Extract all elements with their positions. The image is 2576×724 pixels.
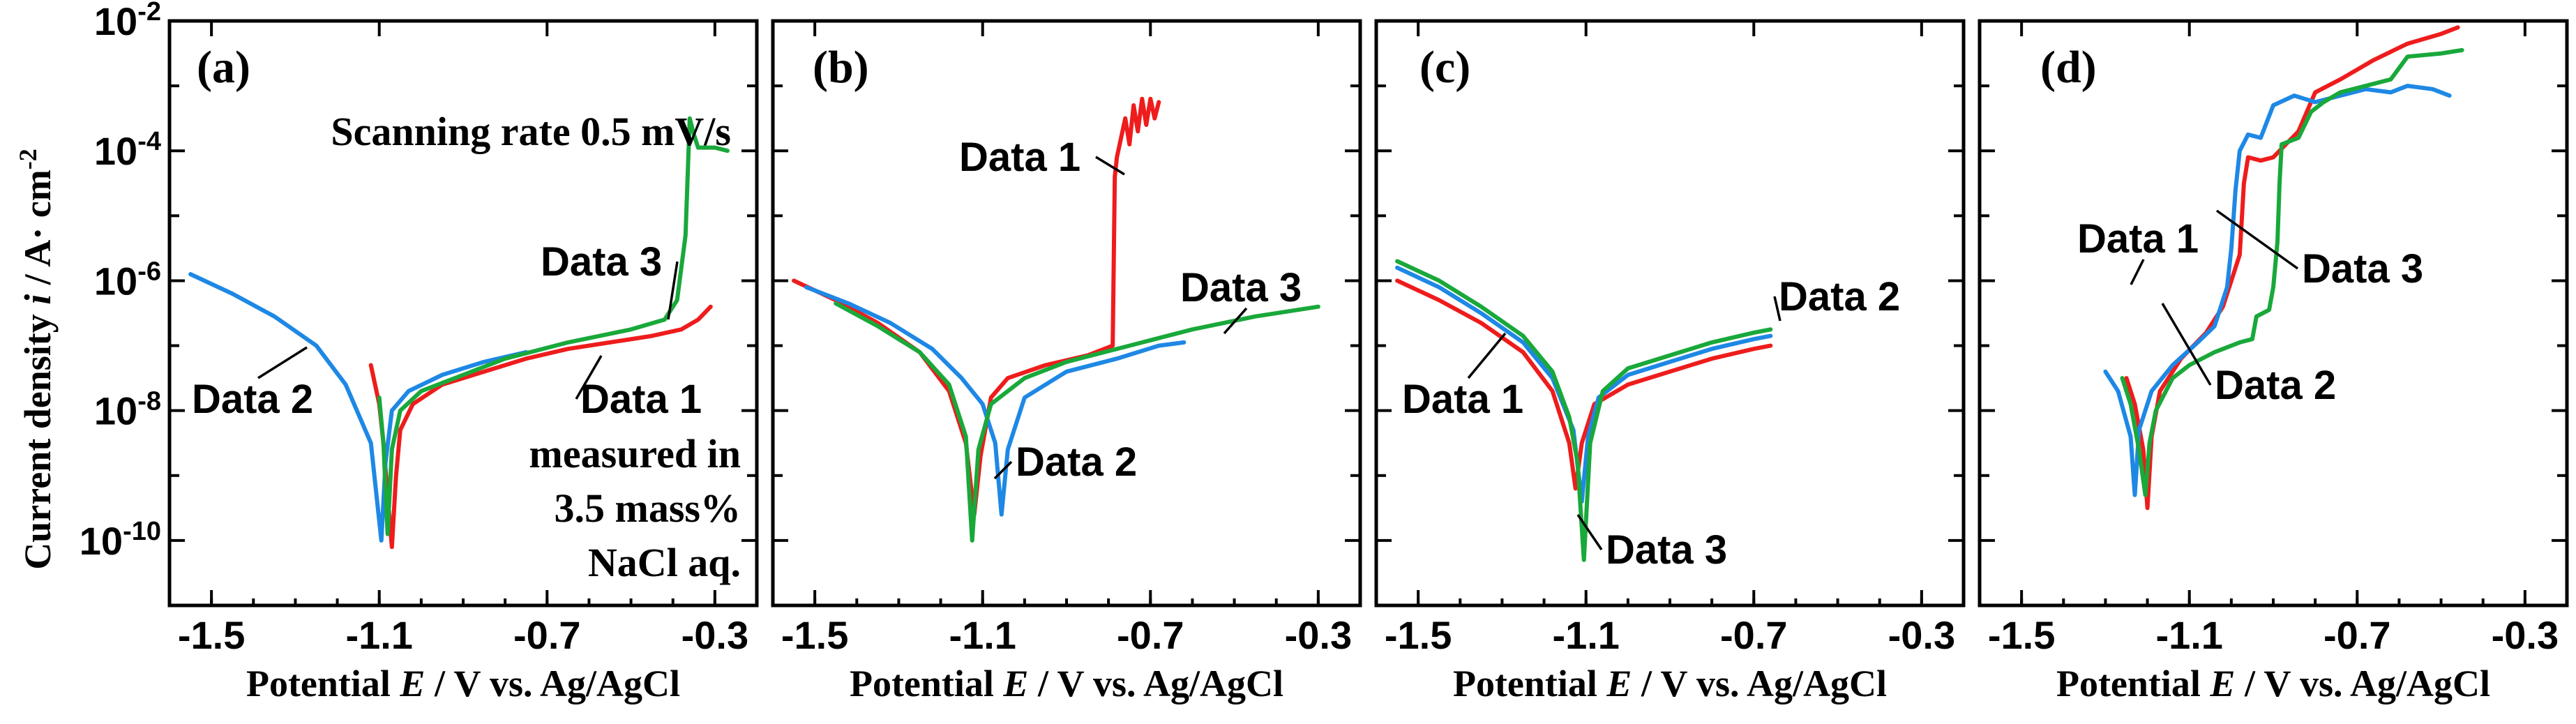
x-tick-label: -1.1 xyxy=(2155,613,2223,657)
callout-leader xyxy=(1095,156,1125,176)
callout-leader xyxy=(575,355,603,400)
callout-data-1: Data 1 xyxy=(1402,377,1523,422)
x-tick-label: -1.5 xyxy=(781,613,849,657)
series-group xyxy=(188,116,730,550)
x-axis-label: Potential E / V vs. Ag/AgCl xyxy=(850,663,1283,704)
callout-data-1: Data 1 xyxy=(2077,216,2199,262)
callout-data-3: Data 3 xyxy=(1606,527,1727,573)
callout-data-1: Data 1 xyxy=(580,377,702,422)
callout-leader xyxy=(2215,209,2299,270)
panel-label: (d) xyxy=(2040,42,2097,93)
annotation-text: measured in xyxy=(529,431,741,476)
series-line-data-3 xyxy=(2120,47,2464,497)
y-tick-label: 10-8 xyxy=(94,387,161,433)
x-tick-label: -0.3 xyxy=(1285,613,1353,657)
x-tick-label: -1.1 xyxy=(1552,613,1620,657)
callout-data-2: Data 2 xyxy=(2215,363,2336,408)
y-tick-label: 10-4 xyxy=(94,127,161,173)
x-tick-label: -0.3 xyxy=(2492,613,2559,657)
y-axis-label: Current density i / A· cm-2 xyxy=(14,149,59,570)
panel-label: (a) xyxy=(197,42,250,93)
callout-leader xyxy=(2161,303,2212,386)
x-tick-label: -1.5 xyxy=(178,613,246,657)
x-tick-label: -0.7 xyxy=(1720,613,1788,657)
series-group xyxy=(1395,259,1773,562)
series-line-data-2 xyxy=(804,285,1187,517)
x-tick-label: -0.3 xyxy=(1888,613,1956,657)
callout-leader xyxy=(1576,514,1603,550)
x-tick-label: -1.1 xyxy=(345,613,413,657)
x-tick-label: -1.5 xyxy=(1988,613,2056,657)
x-tick-label: -1.1 xyxy=(949,613,1016,657)
annotation-text: 3.5 mass% xyxy=(555,485,741,531)
y-tick-label: 10-2 xyxy=(94,0,161,43)
series-line-data-3 xyxy=(377,116,730,536)
callout-leader xyxy=(667,261,679,320)
callout-leader xyxy=(2130,259,2145,285)
x-tick-label: -0.3 xyxy=(681,613,749,657)
panel-label: (b) xyxy=(813,42,869,93)
panel-label: (c) xyxy=(1419,42,1470,93)
y-tick-label: 10-10 xyxy=(80,517,161,563)
series-line-data-2 xyxy=(188,272,529,543)
annotation-text: Scanning rate 0.5 mV/s xyxy=(331,109,731,154)
x-axis-label: Potential E / V vs. Ag/AgCl xyxy=(2056,663,2490,704)
x-tick-label: -0.7 xyxy=(513,613,581,657)
series-line-data-3 xyxy=(834,301,1320,543)
callout-leader xyxy=(1773,296,1782,322)
y-tick-label: 10-6 xyxy=(94,257,161,303)
callout-leader xyxy=(1223,307,1248,335)
callout-data-3: Data 3 xyxy=(541,239,662,285)
callout-data-3: Data 3 xyxy=(2302,246,2423,292)
annotation-text: NaCl aq. xyxy=(588,540,741,585)
x-axis-label: Potential E / V vs. Ag/AgCl xyxy=(1453,663,1887,704)
x-tick-label: -0.7 xyxy=(1117,613,1184,657)
callout-data-3: Data 3 xyxy=(1180,265,1302,310)
series-group xyxy=(792,96,1320,543)
series-line-data-3 xyxy=(1395,259,1773,562)
callout-leader xyxy=(993,460,1013,480)
callout-data-2: Data 2 xyxy=(192,377,313,422)
series-group xyxy=(2103,25,2464,511)
callout-data-2: Data 2 xyxy=(1016,439,1137,485)
callout-leader xyxy=(257,346,308,379)
series-line-data-2 xyxy=(1395,265,1773,504)
callout-leader xyxy=(1467,332,1507,379)
x-tick-label: -0.7 xyxy=(2323,613,2391,657)
x-axis-label: Potential E / V vs. Ag/AgCl xyxy=(246,663,680,704)
callout-data-2: Data 2 xyxy=(1779,274,1900,319)
callout-data-1: Data 1 xyxy=(959,135,1080,180)
x-tick-label: -1.5 xyxy=(1385,613,1452,657)
